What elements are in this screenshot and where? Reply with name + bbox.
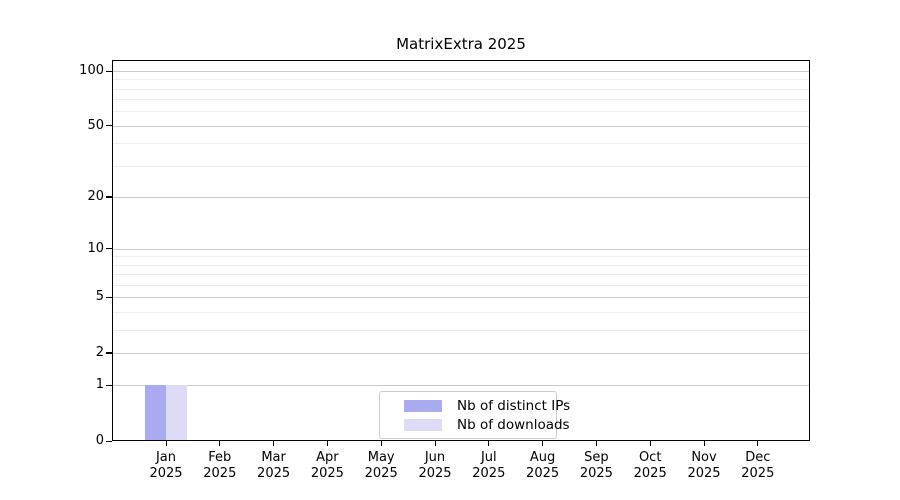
gridline-minor-8 [113,264,809,266]
x-tick-line: 2025 [418,465,452,481]
x-tick-line: Jun [424,450,446,465]
x-tick-line: Feb [208,450,232,465]
x-tick-mark-nov-2025 [703,441,705,446]
x-tick-label-aug-2025: Aug 2025 [511,450,575,481]
y-tick-label-5: 5 [95,289,104,305]
gridline-major-10 [113,248,809,250]
x-tick-label-sep-2025: Sep 2025 [564,450,628,481]
y-tick-label-20: 20 [87,188,104,204]
x-tick-mark-jan-2025 [165,441,167,446]
x-tick-label-apr-2025: Apr 2025 [295,450,359,481]
x-tick-mark-apr-2025 [326,441,329,446]
x-tick-label-jul-2025: Jul 2025 [457,450,521,481]
x-tick-line: May [367,450,395,465]
gridline-minor-6 [113,284,809,286]
plot-area-border [112,60,810,441]
x-tick-line: 2025 [472,465,506,481]
x-tick-line: Jan [155,450,177,465]
gridline-minor-60 [113,111,809,113]
y-tick-mark-10 [106,248,112,250]
y-tick-label-1: 1 [95,377,104,393]
x-tick-line: Jul [480,450,497,465]
x-tick-mark-aug-2025 [542,441,544,446]
gridline-major-20 [113,196,809,198]
chart-title: MatrixExtra 2025 [396,35,526,53]
x-tick-label-mar-2025: Mar 2025 [242,450,306,481]
bar-nb-of-distinct-ips-jan-2025 [144,385,166,441]
x-tick-label-oct-2025: Oct 2025 [618,450,682,481]
x-tick-line: 2025 [633,465,667,481]
y-tick-label-50: 50 [87,117,104,133]
gridline-minor-30 [113,165,809,167]
x-tick-label-feb-2025: Feb 2025 [188,450,252,481]
x-tick-line: 2025 [579,465,613,481]
x-tick-label-nov-2025: Nov 2025 [672,450,736,481]
y-tick-mark-5 [106,296,112,299]
gridline-minor-40 [113,143,809,145]
gridline-minor-7 [113,274,809,276]
x-tick-line: 2025 [364,465,398,481]
x-tick-line: Nov [691,450,717,465]
x-tick-mark-mar-2025 [273,441,275,446]
x-tick-mark-dec-2025 [757,441,759,446]
legend: Nb of distinct IPs Nb of downloads [379,391,570,439]
y-tick-label-0: 0 [95,433,104,448]
x-tick-mark-jun-2025 [434,441,436,446]
x-tick-label-jun-2025: Jun 2025 [403,450,467,481]
x-tick-label-jan-2025: Jan 2025 [134,450,198,481]
gridline-major-1 [113,385,809,387]
legend-label-distinct-ips: Nb of distinct IPs [457,397,571,414]
gridline-major-2 [113,352,809,354]
y-tick-mark-100 [106,70,112,72]
y-tick-label-2: 2 [95,344,104,360]
x-tick-line: 2025 [257,465,291,481]
x-tick-label-dec-2025: Dec 2025 [726,450,790,481]
y-tick-mark-1 [106,384,112,387]
x-tick-line: 2025 [149,465,183,481]
x-tick-line: 2025 [687,465,721,481]
x-tick-line: 2025 [310,465,344,481]
gridline-major-50 [113,125,809,127]
x-tick-label-may-2025: May 2025 [349,450,413,481]
gridline-minor-9 [113,256,809,258]
gridline-major-5 [113,297,809,299]
y-tick-label-10: 10 [87,240,104,256]
y-tick-label-100: 100 [79,63,104,78]
gridline-minor-3 [113,329,809,331]
gridline-major-100 [113,71,809,72]
x-tick-line: 2025 [741,465,775,481]
x-tick-line: Oct [638,450,662,465]
x-tick-line: 2025 [203,465,237,481]
gridline-minor-70 [113,99,809,101]
y-tick-mark-2 [106,352,112,354]
gridline-minor-4 [113,311,809,313]
gridline-minor-80 [113,88,809,90]
legend-item-distinct-ips: Nb of distinct IPs [404,396,570,415]
x-tick-line: Aug [529,450,556,465]
x-tick-mark-may-2025 [380,441,382,446]
x-tick-mark-jul-2025 [488,441,490,446]
x-tick-line: Mar [261,450,286,465]
legend-swatch-downloads [404,418,442,431]
y-tick-mark-20 [106,196,112,198]
legend-item-downloads: Nb of downloads [404,415,570,434]
legend-swatch-distinct-ips [404,399,442,412]
x-tick-line: Apr [316,450,339,465]
gridline-minor-90 [113,79,809,81]
y-tick-mark-0 [106,440,112,442]
legend-label-downloads: Nb of downloads [457,416,570,433]
x-tick-line: Dec [745,450,771,465]
x-tick-mark-sep-2025 [595,441,598,446]
x-tick-line: Sep [584,450,609,465]
bar-nb-of-downloads-jan-2025 [165,385,187,441]
x-tick-line: 2025 [526,465,560,481]
x-tick-mark-feb-2025 [219,441,221,446]
y-tick-mark-50 [106,125,112,127]
x-tick-mark-oct-2025 [649,441,651,446]
